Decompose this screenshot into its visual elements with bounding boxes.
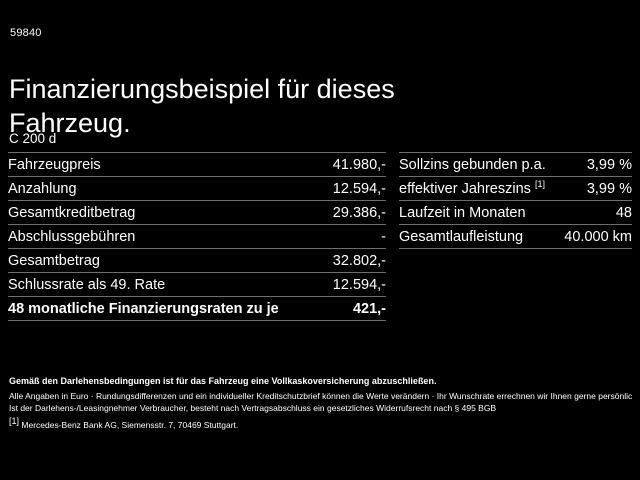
page-title-line1: Finanzierungsbeispiel für dieses	[9, 74, 395, 105]
row-value: 3,99 %	[586, 180, 632, 197]
row-label: Gesamtkreditbetrag	[8, 204, 136, 221]
row-value: 12.594,-	[332, 276, 386, 293]
footer-insurance-note: Gemäß den Darlehensbedingungen ist für d…	[9, 376, 437, 386]
table-row: Sollzins gebunden p.a. 3,99 %	[399, 152, 632, 176]
row-label: Gesamtlaufleistung	[399, 228, 524, 245]
footnote-marker: [1]	[9, 415, 20, 426]
page-title: Finanzierungsbeispiel für dieses Fahrzeu…	[9, 72, 395, 140]
page-title-line2: Fahrzeug.	[9, 108, 131, 139]
footer-bank-address-text: Mercedes-Benz Bank AG, Siemensstr. 7, 70…	[21, 419, 239, 430]
financing-table: Fahrzeugpreis 41.980,- Anzahlung 12.594,…	[8, 152, 386, 321]
row-label: Gesamtbetrag	[8, 252, 100, 269]
row-label: Sollzins gebunden p.a.	[399, 156, 546, 173]
conditions-table: Sollzins gebunden p.a. 3,99 % effektiver…	[399, 152, 632, 249]
row-label: Schlussrate als 49. Rate	[8, 276, 166, 293]
row-label: Anzahlung	[8, 180, 77, 197]
row-label: Laufzeit in Monaten	[399, 204, 526, 221]
legal-footer: Gemäß den Darlehensbedingungen ist für d…	[9, 375, 632, 431]
row-label: Fahrzeugpreis	[8, 156, 101, 173]
row-value: 421,-	[352, 300, 386, 317]
table-row: Gesamtkreditbetrag 29.386,-	[8, 200, 386, 224]
footer-disclaimer-line: Alle Angaben in Euro · Rundungsdifferenz…	[9, 390, 632, 401]
table-row: Laufzeit in Monaten 48	[399, 200, 632, 224]
table-row: Anzahlung 12.594,-	[8, 176, 386, 200]
vehicle-id: 59840	[10, 27, 42, 39]
table-row: Schlussrate als 49. Rate 12.594,-	[8, 272, 386, 296]
row-label: Abschlussgebühren	[8, 228, 136, 245]
row-label: effektiver Jahreszins [1]	[399, 178, 545, 197]
vehicle-model: C 200 d	[9, 131, 57, 146]
table-row: Abschlussgebühren -	[8, 224, 386, 248]
table-row: Gesamtlaufleistung 40.000 km	[399, 224, 632, 249]
table-row-monthly-rate: 48 monatliche Finanzierungsraten zu je 4…	[8, 296, 386, 321]
row-label-text: effektiver Jahreszins	[399, 180, 531, 197]
row-value: 41.980,-	[332, 156, 386, 173]
footer-disclaimer-line: Ist der Darlehens-/Leasingnehmer Verbrau…	[9, 403, 497, 413]
row-value: 48	[615, 204, 632, 221]
row-value: 32.802,-	[332, 252, 386, 269]
row-value: 12.594,-	[332, 180, 386, 197]
row-value: 3,99 %	[586, 156, 632, 173]
row-label: 48 monatliche Finanzierungsraten zu je	[8, 300, 279, 317]
table-row: Fahrzeugpreis 41.980,-	[8, 152, 386, 176]
row-value: 40.000 km	[564, 228, 632, 245]
footnote-marker: [1]	[534, 178, 545, 189]
row-value: -	[381, 228, 386, 245]
table-row: effektiver Jahreszins [1] 3,99 %	[399, 176, 632, 200]
row-value: 29.386,-	[332, 204, 386, 221]
table-row: Gesamtbetrag 32.802,-	[8, 248, 386, 272]
footer-bank-address: [1] Mercedes-Benz Bank AG, Siemensstr. 7…	[9, 415, 632, 432]
